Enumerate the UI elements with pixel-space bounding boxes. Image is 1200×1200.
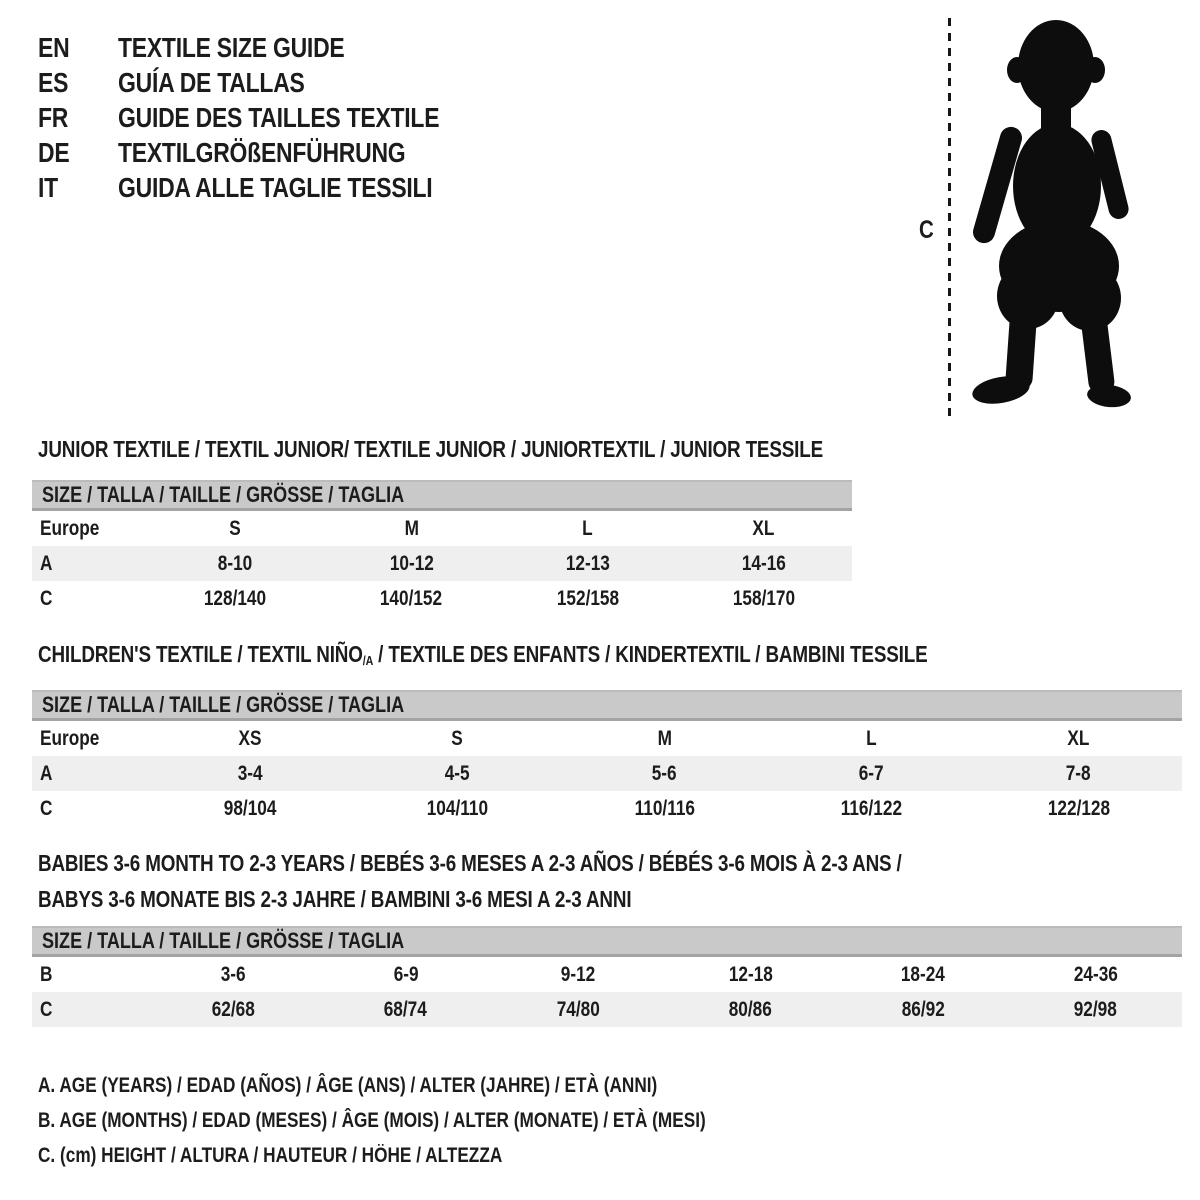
size-cell: M bbox=[657, 726, 672, 750]
size-cell: 3-4 bbox=[238, 761, 263, 785]
size-cell: 74/80 bbox=[556, 997, 600, 1021]
size-cell: 5-6 bbox=[652, 761, 677, 785]
size-cell: 116/122 bbox=[840, 796, 903, 820]
row-label: B bbox=[40, 962, 53, 986]
size-cell: 6-9 bbox=[393, 962, 419, 986]
row-label: C bbox=[40, 796, 53, 820]
size-cell: S bbox=[451, 726, 464, 750]
language-title: GUIDA ALLE TAGLIE TESSILI bbox=[118, 171, 433, 203]
language-code: DE bbox=[38, 136, 70, 168]
table-row-height-cm: C 62/68 68/74 74/80 80/86 86/92 92/98 bbox=[32, 992, 1182, 1027]
size-cell: 24-36 bbox=[1073, 962, 1118, 986]
size-cell: XL bbox=[752, 516, 775, 540]
table-row-height-cm: C 98/104 104/110 110/116 116/122 122/128 bbox=[32, 791, 1182, 826]
language-row: IT GUIDA ALLE TAGLIE TESSILI bbox=[38, 170, 510, 205]
table-row-age-years: A 8-10 10-12 12-13 14-16 bbox=[32, 546, 852, 581]
size-cell: XS bbox=[239, 726, 262, 750]
size-cell: 12-13 bbox=[565, 551, 610, 575]
size-cell: 140/152 bbox=[380, 586, 443, 610]
row-label: A bbox=[40, 761, 53, 785]
size-header-band: SIZE / TALLA / TAILLE / GRÖSSE / TAGLIA bbox=[32, 926, 1182, 957]
size-cell: L bbox=[866, 726, 877, 750]
size-cell: 128/140 bbox=[203, 586, 267, 610]
size-cell: S bbox=[229, 516, 241, 540]
size-cell: 10-12 bbox=[389, 551, 434, 575]
language-row: DE TEXTILGRÖßENFÜHRUNG bbox=[38, 135, 510, 170]
language-code: IT bbox=[38, 171, 58, 203]
table-row-europe: Europe XS S M L XL bbox=[32, 721, 1182, 756]
size-cell: 12-18 bbox=[728, 962, 773, 986]
language-title-list: EN TEXTILE SIZE GUIDE ES GUÍA DE TALLAS … bbox=[38, 30, 510, 205]
table-row-age-years: A 3-4 4-5 5-6 6-7 7-8 bbox=[32, 756, 1182, 791]
language-code: FR bbox=[38, 101, 69, 133]
height-measure-figure: C bbox=[905, 10, 1167, 430]
junior-section-title: JUNIOR TEXTILE / TEXTIL JUNIOR/ TEXTILE … bbox=[38, 436, 824, 462]
size-cell: 122/128 bbox=[1047, 796, 1110, 820]
size-cell: 62/68 bbox=[211, 997, 255, 1021]
language-title: TEXTILE SIZE GUIDE bbox=[118, 31, 345, 63]
height-measure-label: C bbox=[919, 216, 934, 244]
table-row-height-cm: C 128/140 140/152 152/158 158/170 bbox=[32, 581, 852, 616]
size-cell: 110/116 bbox=[634, 796, 695, 820]
row-label: Europe bbox=[40, 726, 100, 750]
size-cell: L bbox=[582, 516, 593, 540]
size-cell: 92/98 bbox=[1074, 997, 1118, 1021]
row-label: A bbox=[40, 551, 53, 575]
junior-size-table: SIZE / TALLA / TAILLE / GRÖSSE / TAGLIA … bbox=[32, 480, 852, 616]
size-header-label: SIZE / TALLA / TAILLE / GRÖSSE / TAGLIA bbox=[42, 692, 405, 717]
size-cell: 3-6 bbox=[220, 962, 246, 986]
babies-size-table: SIZE / TALLA / TAILLE / GRÖSSE / TAGLIA … bbox=[32, 926, 1182, 1027]
size-cell: 68/74 bbox=[384, 997, 428, 1021]
language-title: GUIDE DES TAILLES TEXTILE bbox=[118, 101, 440, 133]
size-header-band: SIZE / TALLA / TAILLE / GRÖSSE / TAGLIA bbox=[32, 480, 852, 511]
size-cell: 158/170 bbox=[732, 586, 795, 610]
baby-silhouette-icon bbox=[972, 20, 1131, 408]
size-cell: 14-16 bbox=[741, 551, 786, 575]
size-cell: 4-5 bbox=[445, 761, 470, 785]
row-label: C bbox=[40, 586, 53, 610]
size-cell: 8-10 bbox=[217, 551, 253, 575]
row-label: Europe bbox=[40, 516, 100, 540]
size-cell: 104/110 bbox=[426, 796, 489, 820]
language-row: ES GUÍA DE TALLAS bbox=[38, 65, 510, 100]
language-code: ES bbox=[38, 66, 69, 98]
size-cell: 86/92 bbox=[901, 997, 945, 1021]
language-title: GUÍA DE TALLAS bbox=[118, 66, 305, 98]
row-label: C bbox=[40, 997, 53, 1021]
height-dashed-line bbox=[948, 18, 951, 420]
size-header-label: SIZE / TALLA / TAILLE / GRÖSSE / TAGLIA bbox=[42, 928, 405, 953]
language-row: EN TEXTILE SIZE GUIDE bbox=[38, 30, 510, 65]
size-cell: 98/104 bbox=[224, 796, 277, 820]
legend-line-age-months: B. AGE (MONTHS) / EDAD (MESES) / ÂGE (MO… bbox=[38, 1108, 706, 1132]
size-cell: 80/86 bbox=[729, 997, 773, 1021]
language-code: EN bbox=[38, 31, 70, 63]
children-section-title: CHILDREN'S TEXTILE / TEXTIL NIÑO/A / TEX… bbox=[38, 641, 928, 668]
babies-section-title-line1: BABIES 3-6 MONTH TO 2-3 YEARS / BEBÉS 3-… bbox=[38, 850, 902, 876]
title-subscript: /A bbox=[362, 653, 374, 668]
size-cell: 6-7 bbox=[859, 761, 884, 785]
size-cell: XL bbox=[1067, 726, 1090, 750]
children-size-table: SIZE / TALLA / TAILLE / GRÖSSE / TAGLIA … bbox=[32, 690, 1182, 826]
babies-section-title-line2: BABYS 3-6 MONATE BIS 2-3 JAHRE / BAMBINI… bbox=[38, 886, 632, 912]
size-header-band: SIZE / TALLA / TAILLE / GRÖSSE / TAGLIA bbox=[32, 690, 1182, 721]
size-cell: 18-24 bbox=[901, 962, 946, 986]
table-row-age-months: B 3-6 6-9 9-12 12-18 18-24 24-36 bbox=[32, 957, 1182, 992]
legend-line-age-years: A. AGE (YEARS) / EDAD (AÑOS) / ÂGE (ANS)… bbox=[38, 1073, 658, 1097]
size-header-label: SIZE / TALLA / TAILLE / GRÖSSE / TAGLIA bbox=[42, 482, 405, 507]
size-cell: M bbox=[404, 516, 419, 540]
size-cell: 152/158 bbox=[556, 586, 619, 610]
table-row-europe: Europe S M L XL bbox=[32, 511, 852, 546]
legend-line-height-cm: C. (cm) HEIGHT / ALTURA / HAUTEUR / HÖHE… bbox=[38, 1143, 503, 1167]
language-title: TEXTILGRÖßENFÜHRUNG bbox=[118, 136, 406, 168]
size-cell: 7-8 bbox=[1066, 761, 1091, 785]
size-cell: 9-12 bbox=[561, 962, 596, 986]
legend: A. AGE (YEARS) / EDAD (AÑOS) / ÂGE (ANS)… bbox=[38, 1068, 852, 1173]
language-row: FR GUIDE DES TAILLES TEXTILE bbox=[38, 100, 510, 135]
